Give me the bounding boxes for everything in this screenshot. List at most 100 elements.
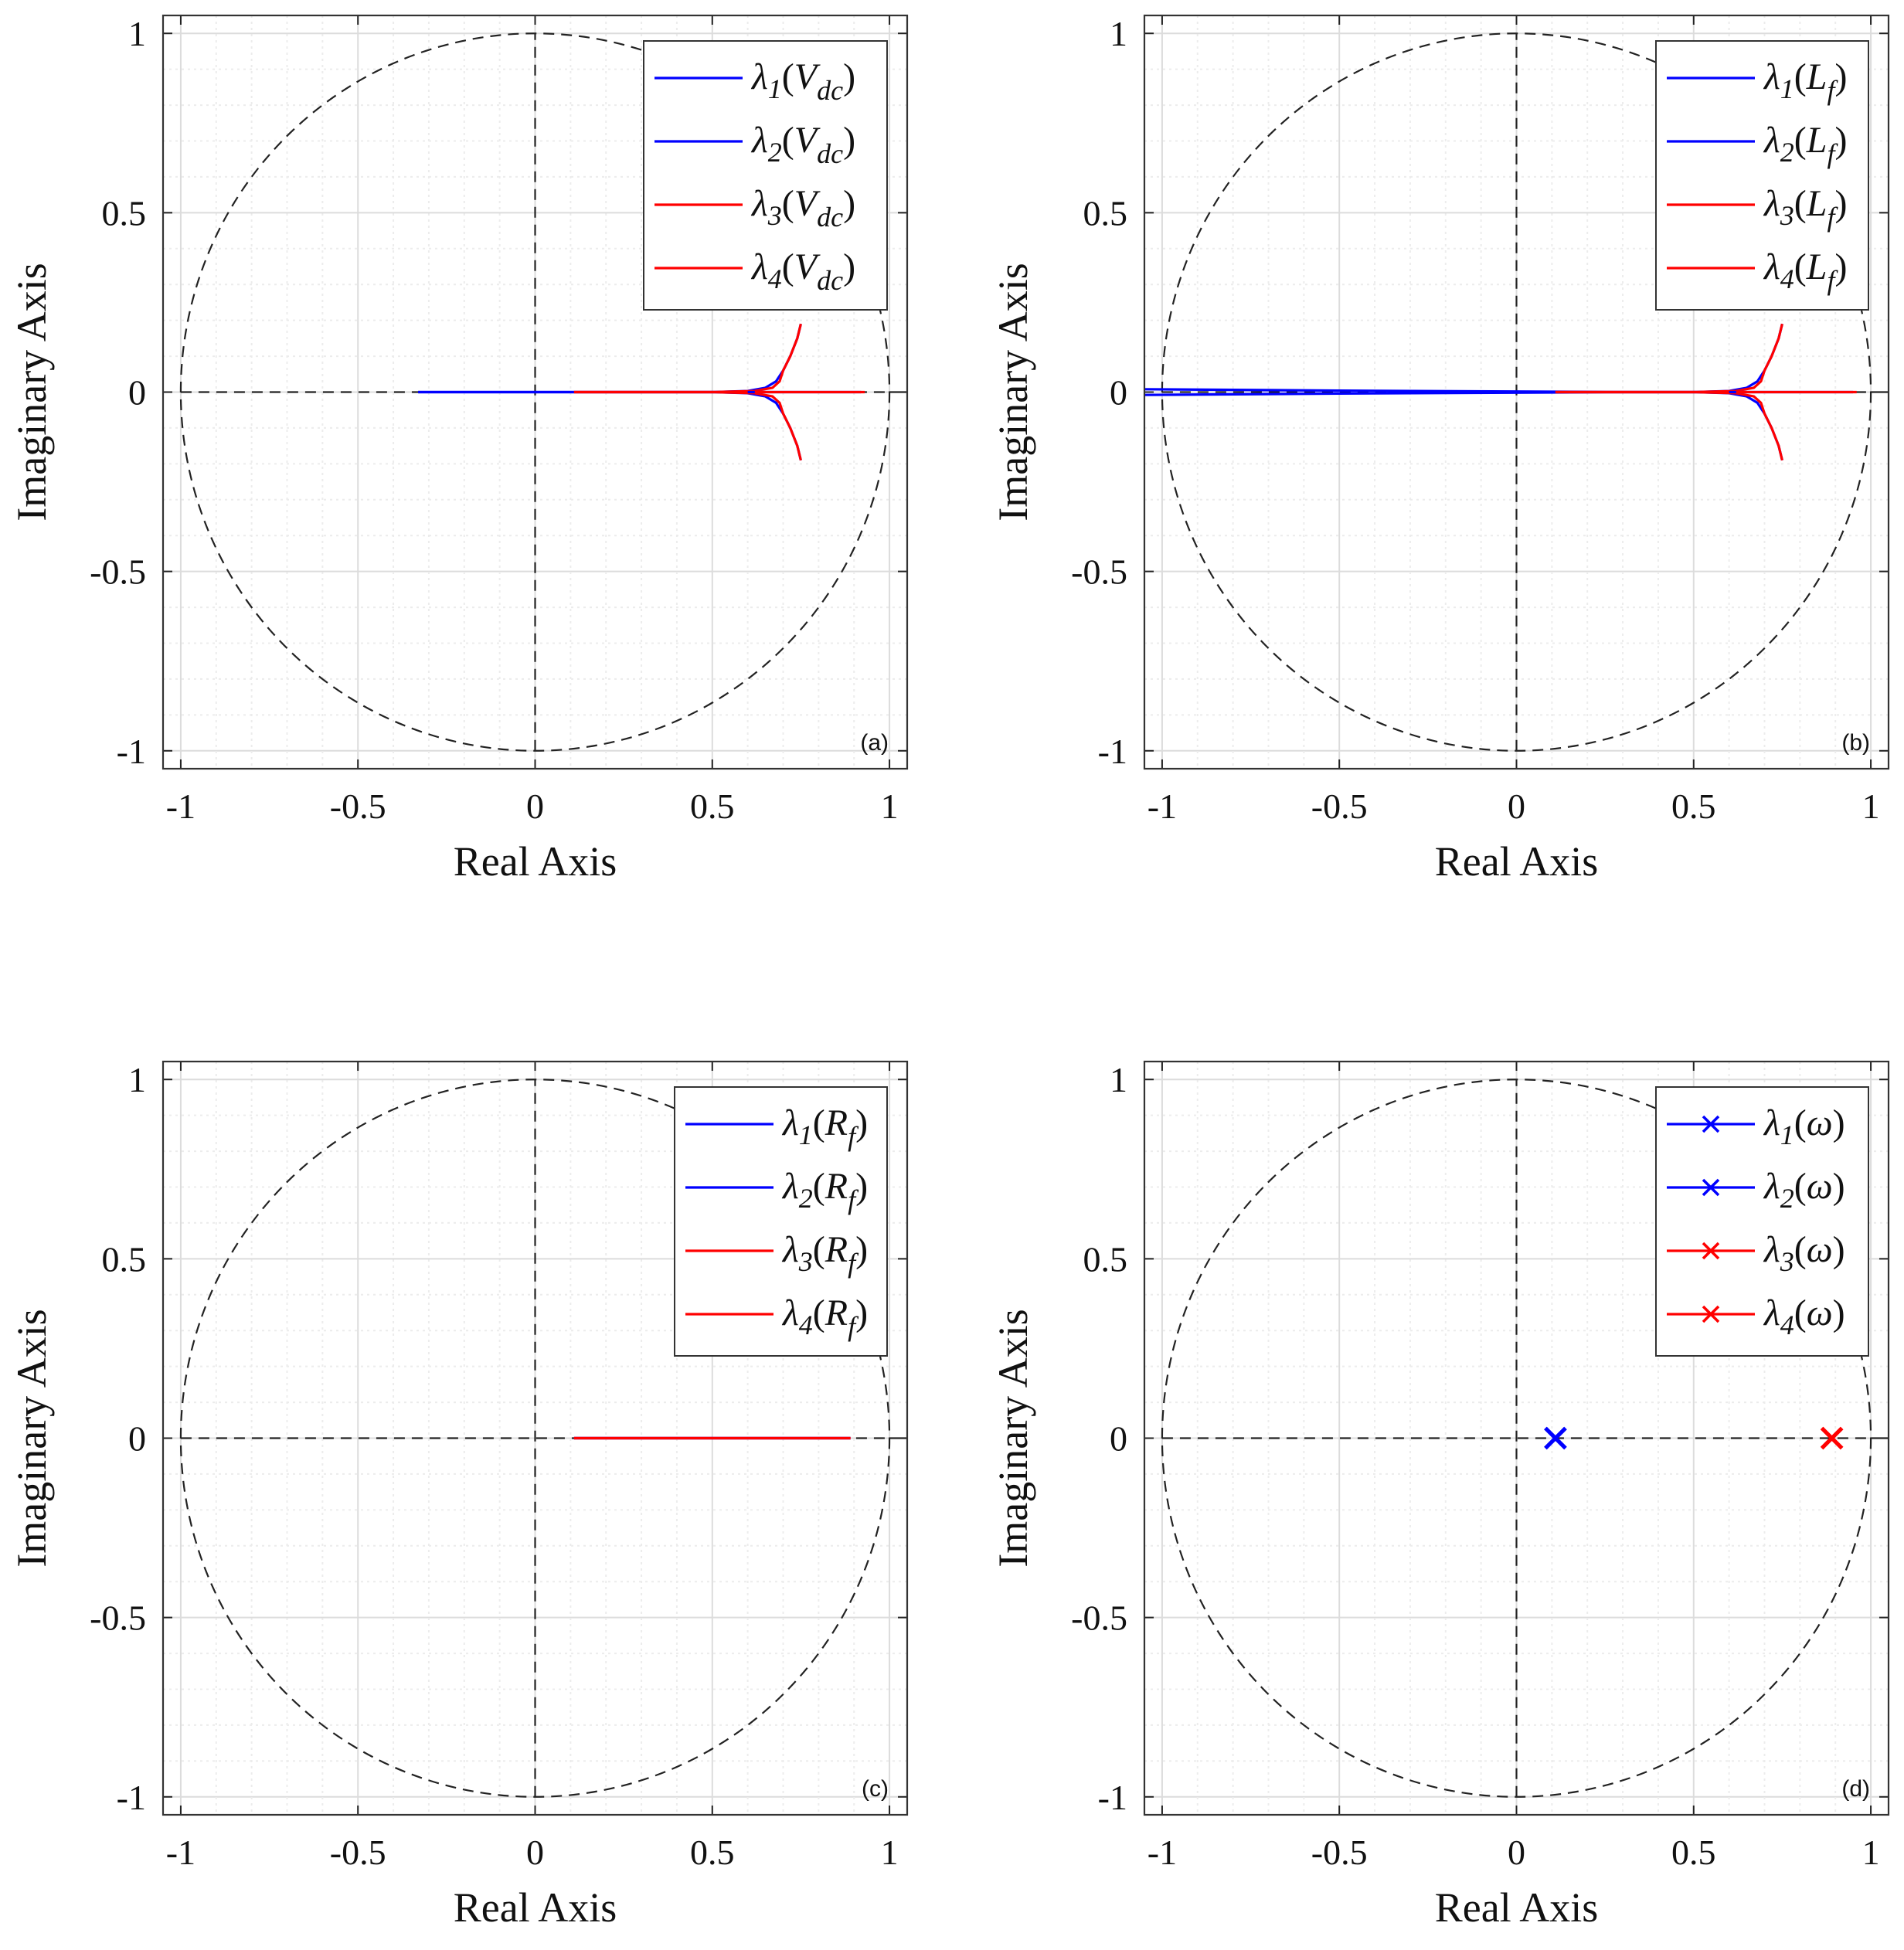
y-tick-label: 0.5 bbox=[1083, 193, 1128, 233]
legend-box bbox=[643, 40, 888, 311]
legend-label: λ1(ω) bbox=[1763, 1102, 1845, 1150]
x-tick-label: 1 bbox=[1862, 786, 1880, 826]
legend-item: λ1(Lf) bbox=[1667, 56, 1847, 106]
legend-item: λ2(Vdc) bbox=[654, 120, 855, 169]
y-axis-label: Imaginary Axis bbox=[990, 1309, 1036, 1567]
axis-ticks: -1 -0.5 0 0.5 1 1 0.5 0 -0.5 -1 bbox=[1071, 1060, 1889, 1872]
x-tick-label: -1 bbox=[1148, 786, 1177, 826]
legend-label: λ3(Vdc) bbox=[750, 183, 855, 233]
legend: λ1(Lf) λ2(Lf) λ3(Lf) λ4(Lf) bbox=[1655, 40, 1869, 311]
legend-item: λ1(ω) bbox=[1667, 1102, 1845, 1150]
y-tick-label: 0 bbox=[128, 373, 146, 413]
data-point-λ2(ω) bbox=[1544, 1426, 1567, 1450]
marker-stroke bbox=[1544, 1426, 1567, 1450]
axis-ticks: -1 -0.5 0 0.5 1 1 0.5 0 -0.5 -1 bbox=[1071, 14, 1889, 826]
x-tick-label: 0.5 bbox=[690, 1833, 735, 1872]
legend: λ1(ω) λ2(ω) λ3(ω) λ4(ω) bbox=[1655, 1086, 1869, 1357]
legend-item: λ2(Rf) bbox=[685, 1166, 868, 1215]
legend-marker bbox=[1702, 1305, 1720, 1323]
y-tick-label: 0.5 bbox=[102, 1239, 147, 1279]
panel-a: -1 -0.5 0 0.5 1 1 0.5 0 -0.5 -1 Real Axis Imaginary… bbox=[8, 14, 909, 885]
x-tick-label: -1 bbox=[166, 786, 196, 826]
x-tick-label: 1 bbox=[881, 786, 899, 826]
x-axis-label: Real Axis bbox=[454, 1884, 617, 1931]
x-axis-label: Real Axis bbox=[1435, 838, 1599, 885]
legend-item: λ1(Vdc) bbox=[654, 56, 855, 106]
panel-b: -1 -0.5 0 0.5 1 1 0.5 0 -0.5 -1 Real Axis Imaginary… bbox=[990, 14, 1890, 885]
legend-label: λ1(Rf) bbox=[781, 1102, 868, 1152]
x-tick-label: 0 bbox=[1508, 786, 1525, 826]
legend-box bbox=[1655, 1086, 1869, 1357]
panel-label: (a) bbox=[860, 730, 889, 756]
y-tick-label: -0.5 bbox=[1071, 552, 1127, 592]
legend-item: λ4(Lf) bbox=[1667, 246, 1847, 296]
x-axis-label: Real Axis bbox=[1435, 1884, 1599, 1931]
legend-label: λ1(Lf) bbox=[1763, 56, 1847, 106]
y-tick-label: 0 bbox=[1110, 1419, 1127, 1459]
legend-marker bbox=[1702, 1242, 1720, 1260]
legend-marker bbox=[1702, 1178, 1720, 1197]
legend-label: λ4(Vdc) bbox=[750, 246, 855, 296]
x-axis-label: Real Axis bbox=[454, 838, 617, 885]
y-tick-label: -0.5 bbox=[1071, 1598, 1127, 1638]
x-tick-label: 0.5 bbox=[690, 786, 735, 826]
y-tick-label: 1 bbox=[128, 1060, 146, 1099]
x-tick-label: 0 bbox=[526, 1833, 544, 1872]
y-tick-label: 1 bbox=[1110, 14, 1127, 53]
legend-label: λ1(Vdc) bbox=[750, 56, 855, 106]
legend-item: λ3(ω) bbox=[1667, 1229, 1845, 1277]
x-tick-label: 1 bbox=[1862, 1833, 1880, 1872]
legend: λ1(Rf)λ2(Rf)λ3(Rf)λ4(Rf) bbox=[674, 1086, 888, 1357]
legend-label: λ2(Vdc) bbox=[750, 120, 855, 169]
y-tick-label: 0 bbox=[1110, 373, 1127, 413]
panel-label: (b) bbox=[1841, 730, 1870, 756]
legend-label: λ2(ω) bbox=[1763, 1166, 1845, 1214]
y-tick-label: 1 bbox=[128, 14, 146, 53]
y-tick-label: -0.5 bbox=[90, 552, 146, 592]
panel-d: -1 -0.5 0 0.5 1 1 0.5 0 -0.5 -1 Real Axis Imaginary… bbox=[990, 1060, 1890, 1931]
legend-label: λ2(Lf) bbox=[1763, 120, 1847, 169]
legend-item: λ4(ω) bbox=[1667, 1293, 1845, 1340]
y-tick-label: -1 bbox=[1098, 732, 1127, 771]
x-tick-label: 0 bbox=[1508, 1833, 1525, 1872]
y-axis-label: Imaginary Axis bbox=[8, 263, 55, 521]
x-tick-label: -1 bbox=[166, 1833, 196, 1872]
panel-c: -1 -0.5 0 0.5 1 1 0.5 0 -0.5 -1 Real Axis Imaginary… bbox=[8, 1060, 909, 1931]
legend-item: λ3(Rf) bbox=[685, 1229, 868, 1279]
x-tick-label: -0.5 bbox=[1311, 1833, 1368, 1872]
y-axis-label: Imaginary Axis bbox=[990, 263, 1036, 521]
x-tick-label: -0.5 bbox=[330, 786, 386, 826]
legend-label: λ3(Lf) bbox=[1763, 183, 1847, 233]
series-line-λ4(Vdc) bbox=[573, 390, 802, 461]
y-tick-label: 0.5 bbox=[102, 193, 147, 233]
legend-item: λ2(ω) bbox=[1667, 1166, 1845, 1214]
y-tick-label: -0.5 bbox=[90, 1598, 146, 1638]
y-tick-label: -1 bbox=[1098, 1778, 1127, 1817]
legend-box bbox=[1655, 40, 1869, 311]
x-tick-label: -1 bbox=[1148, 1833, 1177, 1872]
x-tick-label: -0.5 bbox=[330, 1833, 386, 1872]
x-tick-label: -0.5 bbox=[1311, 786, 1368, 826]
legend-item: λ3(Vdc) bbox=[654, 183, 855, 233]
series-line-λ4(Lf) bbox=[1555, 390, 1783, 461]
plot-frame bbox=[162, 1060, 909, 1816]
plot-frame bbox=[1143, 1060, 1890, 1816]
legend-label: λ3(Rf) bbox=[781, 1229, 868, 1279]
y-tick-label: -1 bbox=[117, 732, 146, 771]
x-tick-label: 0 bbox=[526, 786, 544, 826]
legend-label: λ2(Rf) bbox=[781, 1166, 868, 1215]
legend: λ1(Vdc) λ2(Vdc) λ3(Vdc) λ4(Vdc) bbox=[643, 40, 888, 311]
legend-marker bbox=[1702, 1115, 1720, 1133]
legend-item: λ1(Rf) bbox=[685, 1102, 868, 1152]
x-tick-label: 0.5 bbox=[1671, 1833, 1716, 1872]
y-tick-label: 0 bbox=[128, 1419, 146, 1459]
y-tick-label: -1 bbox=[117, 1778, 146, 1817]
axis-ticks: -1 -0.5 0 0.5 1 1 0.5 0 -0.5 -1 bbox=[90, 1060, 907, 1872]
panel-label: (d) bbox=[1841, 1776, 1870, 1802]
legend-label: λ4(Lf) bbox=[1763, 246, 1847, 296]
y-tick-label: 1 bbox=[1110, 1060, 1127, 1099]
plot-frame bbox=[1143, 14, 1890, 770]
legend-item: λ2(Lf) bbox=[1667, 120, 1847, 169]
panel-label: (c) bbox=[862, 1776, 889, 1802]
legend-box bbox=[674, 1086, 888, 1357]
